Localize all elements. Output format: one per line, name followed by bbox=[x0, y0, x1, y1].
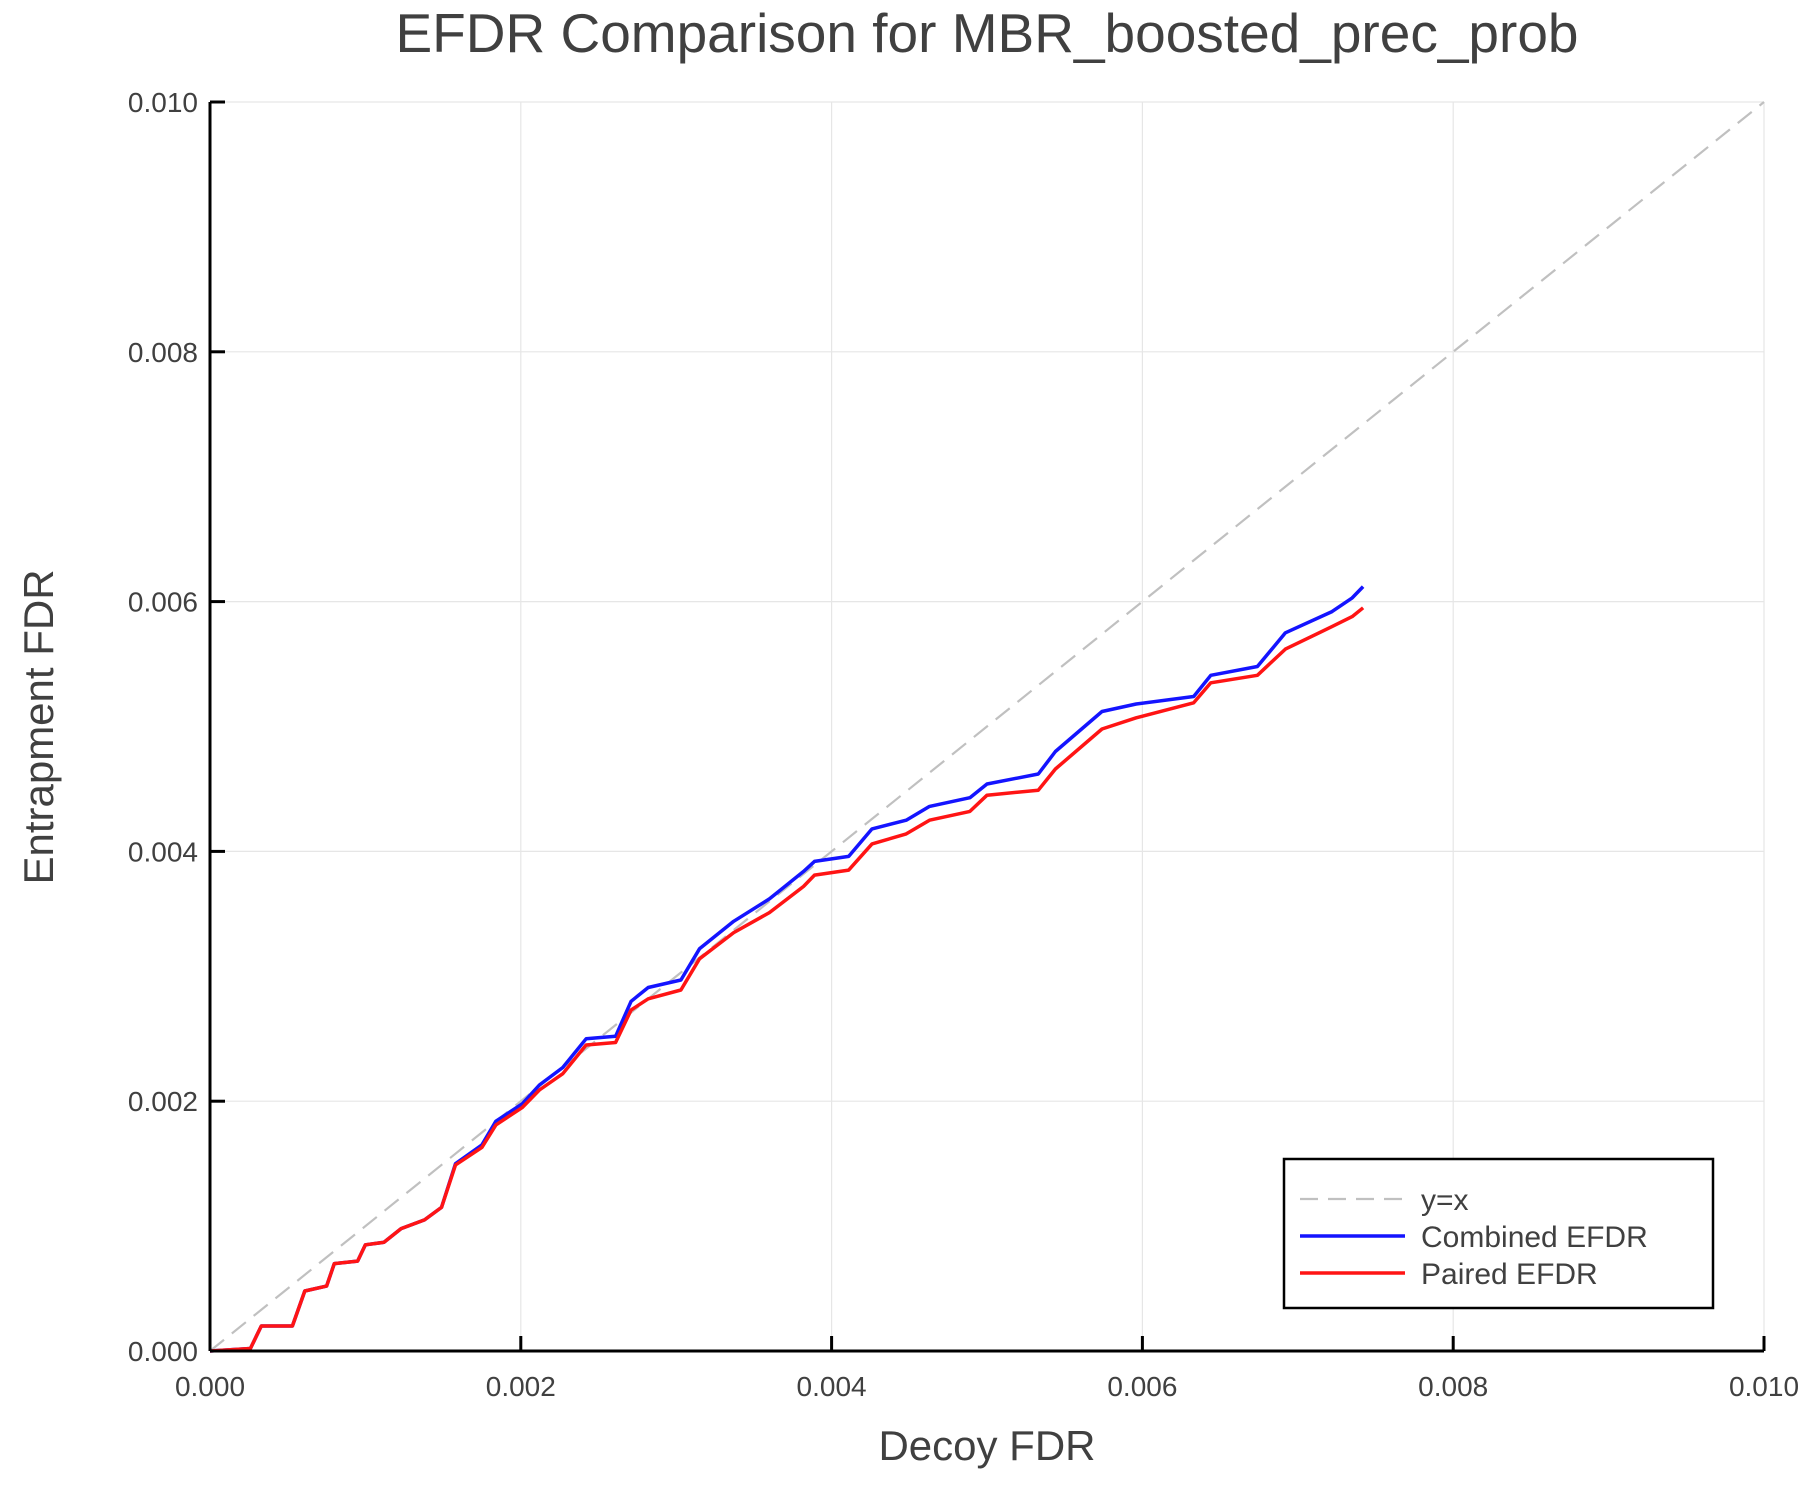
y-tick-label: 0.010 bbox=[128, 87, 198, 118]
series-layer bbox=[209, 101, 1765, 1353]
y-tick-label: 0.002 bbox=[128, 1086, 198, 1117]
x-axis-label: Decoy FDR bbox=[878, 1422, 1095, 1469]
legend-label-paired-efdr: Paired EFDR bbox=[1421, 1258, 1598, 1291]
x-tick-label: 0.010 bbox=[1729, 1371, 1799, 1402]
x-tick-label: 0.004 bbox=[797, 1371, 867, 1402]
y-tick-labels: 0.000 0.002 0.004 0.006 0.008 0.010 bbox=[128, 87, 198, 1367]
y-tick-label: 0.004 bbox=[128, 836, 198, 867]
chart-title: EFDR Comparison for MBR_boosted_prec_pro… bbox=[395, 2, 1578, 64]
x-tick-label: 0.002 bbox=[486, 1371, 556, 1402]
y-axis-label: Entrapment FDR bbox=[15, 569, 62, 884]
x-tick-labels: 0.000 0.002 0.004 0.006 0.008 0.010 bbox=[175, 1371, 1799, 1402]
x-tick-label: 0.000 bbox=[175, 1371, 245, 1402]
x-tick-label: 0.008 bbox=[1418, 1371, 1488, 1402]
legend: y=x Combined EFDR Paired EFDR bbox=[1282, 1157, 1715, 1310]
legend-box bbox=[1282, 1157, 1715, 1310]
series-line-combined-efdr bbox=[209, 585, 1365, 1353]
y-tick-label: 0.006 bbox=[128, 587, 198, 618]
y-tick-label: 0.008 bbox=[128, 337, 198, 368]
series-line-y-x bbox=[209, 101, 1765, 1352]
legend-label-combined-efdr: Combined EFDR bbox=[1421, 1221, 1648, 1254]
axes bbox=[208, 100, 1766, 1353]
series-line-paired-efdr bbox=[209, 606, 1365, 1353]
legend-label-y-x: y=x bbox=[1421, 1184, 1469, 1217]
y-tick-label: 0.000 bbox=[128, 1336, 198, 1367]
x-tick-label: 0.006 bbox=[1107, 1371, 1177, 1402]
